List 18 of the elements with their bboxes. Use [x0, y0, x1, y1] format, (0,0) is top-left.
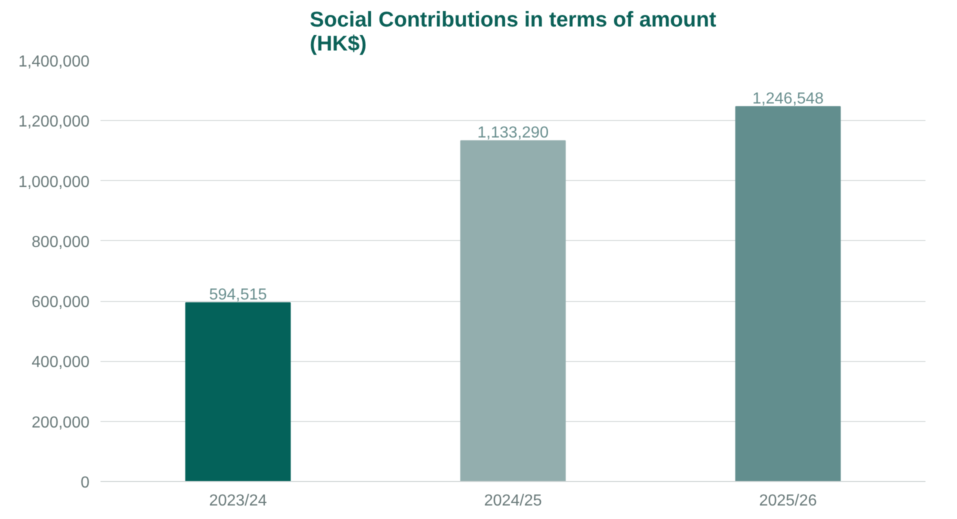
data-label: 1,133,290	[477, 124, 549, 142]
y-tick-label: 0	[80, 474, 90, 492]
y-tick-label: 1,000,000	[18, 174, 90, 191]
y-tick-label: 200,000	[32, 414, 90, 432]
y-tick-label: 400,000	[32, 354, 90, 372]
x-tick-label: 2023/24	[209, 492, 268, 510]
bar	[460, 140, 566, 482]
chart-title: Social Contributions in terms of amount (HK$)	[310, 8, 716, 56]
bar	[185, 302, 291, 482]
y-tick-label: 1,200,000	[18, 114, 90, 131]
x-tick-label: 2025/26	[759, 492, 818, 510]
data-label: 594,515	[209, 286, 268, 304]
x-tick-label: 2024/25	[484, 492, 542, 510]
y-tick-label: 800,000	[32, 234, 90, 251]
y-tick-label: 1,400,000	[18, 54, 90, 70]
y-tick-label: 600,000	[32, 294, 90, 312]
bar	[735, 106, 841, 482]
data-label: 1,246,548	[752, 90, 824, 108]
